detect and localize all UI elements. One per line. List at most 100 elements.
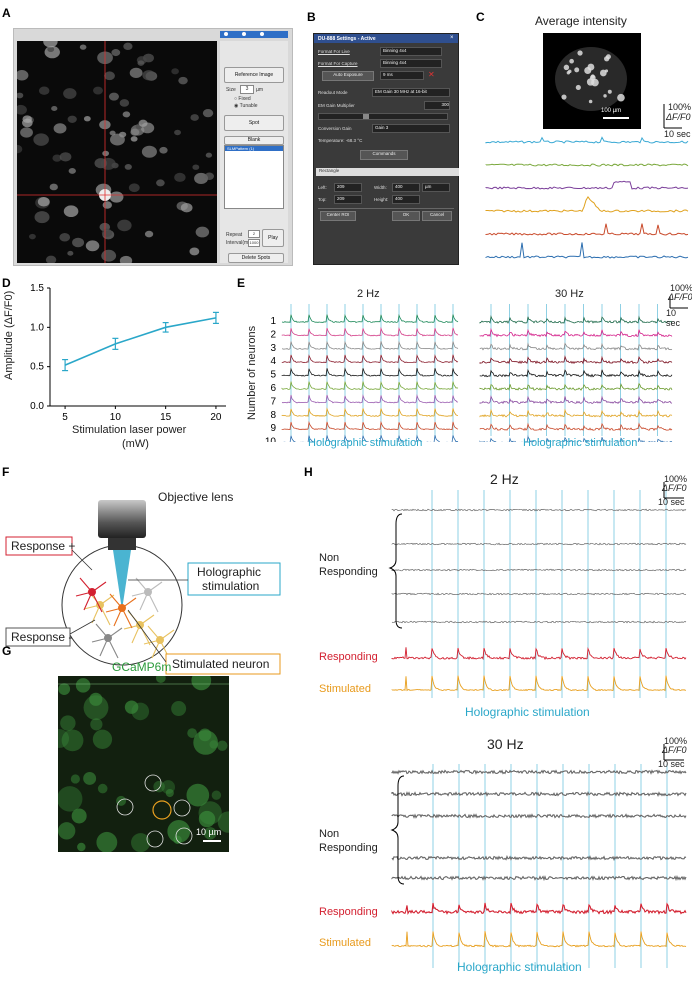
ok-button[interactable]: OK [392, 211, 420, 221]
h-trace [391, 508, 687, 512]
top-input[interactable]: 209 [334, 195, 362, 204]
format-capture-select[interactable]: Binning 4x4 [380, 59, 442, 68]
gcamp-cell [191, 676, 212, 691]
y-tick-label: 0.5 [30, 362, 44, 373]
gcamp-cell [186, 783, 210, 807]
format-live-select[interactable]: Binning 4x4 [380, 47, 442, 56]
neuron-id-label: 6 [270, 383, 276, 394]
list-item[interactable]: SLMPattern (1) [225, 146, 283, 151]
x-tick-label: 20 [210, 412, 222, 423]
e-xbar-label: 10 sec [666, 308, 681, 328]
reference-image-button[interactable]: Reference Image [224, 67, 284, 83]
neuron-soma [178, 76, 188, 85]
neuron-soma [29, 233, 36, 240]
neuron-trace [281, 340, 459, 350]
neuron-soma [93, 86, 103, 95]
h-trace [391, 646, 687, 661]
neuron-soma [102, 201, 112, 209]
neuron-soma [190, 114, 199, 121]
roi-shape-select[interactable]: Rectangle [316, 168, 459, 176]
neuron-soma [33, 133, 49, 146]
gcamp-svg [58, 676, 229, 852]
auto-exposure-button[interactable]: Auto Exposure [322, 71, 374, 81]
neuron-soma [108, 92, 119, 101]
neuron-trace [479, 382, 673, 391]
play-button[interactable]: Play [262, 229, 284, 247]
neuron-soma [159, 146, 168, 154]
neuron-spot [577, 50, 583, 56]
height-input[interactable]: 400 [392, 195, 420, 204]
blank-button[interactable]: Blank [224, 136, 284, 145]
slider-handle[interactable] [363, 114, 369, 119]
neuron-trace [281, 394, 458, 404]
spot-button[interactable]: Spot [224, 115, 284, 131]
neuron-soma [129, 67, 143, 78]
trace-line [485, 163, 689, 167]
h-trace [391, 542, 687, 546]
repeat-input[interactable]: 2 [248, 230, 260, 238]
neuron-soma [117, 219, 132, 232]
unit-select[interactable]: µm [422, 183, 450, 192]
response-minus-label: Response - [11, 630, 73, 644]
neuron-soma [141, 145, 157, 158]
g-title: GCaMP6m [112, 660, 172, 674]
settings-title: DU-888 Settings - Active [318, 36, 376, 42]
exposure-select[interactable]: 9 ms [380, 71, 424, 80]
pattern-list[interactable]: SLMPattern (1) [224, 145, 284, 209]
gcamp-cell [58, 729, 70, 748]
data-line [64, 317, 217, 366]
readout-select[interactable]: EM Gain 30 MHz at 16-bit [372, 88, 450, 97]
neuron-yellow-dendrites [143, 625, 175, 661]
c-title: Average intensity [535, 14, 627, 28]
em-gain-input[interactable]: 300 [424, 101, 450, 110]
x-tick-label: 15 [160, 412, 172, 423]
cross-icon[interactable]: ✕ [428, 70, 435, 79]
close-icon[interactable]: × [450, 35, 454, 41]
tunable-radio[interactable]: ◉ Tunable [234, 103, 258, 109]
panel-label-f: F [2, 465, 10, 479]
neuron-id-label: 2 [270, 329, 276, 340]
h-xlabel-bottom: Holographic stimulation [457, 960, 582, 974]
gcamp-cell [153, 780, 165, 793]
size-input[interactable]: 3 [240, 85, 254, 94]
em-gain-slider[interactable] [318, 113, 448, 120]
neuron-image[interactable] [17, 41, 217, 263]
neuron-soma [192, 164, 200, 170]
delete-spots-button[interactable]: Delete Spots [228, 253, 284, 263]
gcamp-cell [211, 790, 222, 800]
neuron-soma [52, 154, 62, 162]
gcamp-cell [58, 786, 83, 812]
commands-button[interactable]: Commands [360, 150, 408, 160]
objective-label: Objective lens [158, 490, 234, 504]
neuron-soma [79, 44, 87, 50]
trace-line [485, 242, 689, 259]
gcamp-cell [155, 676, 166, 683]
neuron-id-label: 10 [265, 437, 277, 442]
neuron-yellow [136, 621, 144, 629]
radio-icon[interactable] [224, 32, 228, 36]
h-traces [388, 482, 687, 968]
c-ybar-pct: 100% [668, 102, 692, 112]
h-xbar-label-bottom: 10 sec [658, 759, 685, 769]
interval-label: Interval(ms) [226, 240, 253, 246]
divider [318, 208, 454, 209]
left-input[interactable]: 209 [334, 183, 362, 192]
width-input[interactable]: 400 [392, 183, 420, 192]
conversion-select[interactable]: Gain 3 [372, 124, 450, 133]
neuron-spot [617, 93, 625, 102]
roi-circle [146, 830, 164, 848]
neuron-soma [43, 41, 58, 48]
panel-label-a: A [2, 6, 11, 20]
center-roi-button[interactable]: Center ROI [320, 211, 356, 221]
radio-icon[interactable] [242, 32, 246, 36]
neuron-id-label: 4 [270, 356, 276, 367]
interval-input[interactable]: 1000 [248, 239, 260, 247]
fixed-radio[interactable]: ○ Fixed [234, 96, 251, 102]
h-non-2-top: Responding [319, 566, 378, 578]
radio-icon[interactable] [260, 32, 264, 36]
neuron-soma [102, 150, 110, 157]
cancel-button[interactable]: Cancel [422, 211, 452, 221]
neuron-soma [122, 111, 131, 118]
leader-line [71, 549, 93, 571]
h-ybar-label-top: ΔF/F0 [662, 483, 687, 493]
